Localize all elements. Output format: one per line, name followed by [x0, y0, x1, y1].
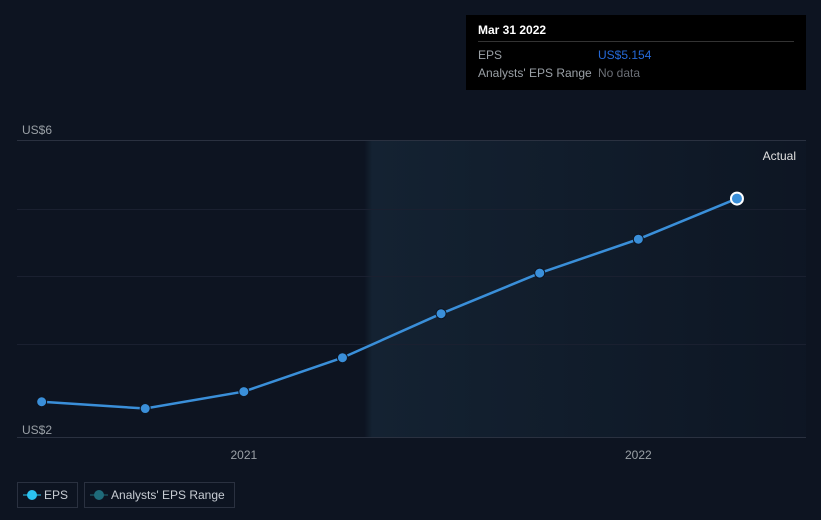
x-tick-label: 2022 — [625, 448, 652, 462]
plot-area[interactable]: Actual — [17, 140, 806, 438]
tooltip-label: EPS — [478, 48, 598, 62]
legend-label: EPS — [44, 488, 68, 502]
line-chart-svg — [17, 141, 806, 437]
circle-icon — [27, 490, 37, 500]
x-tick-label: 2021 — [230, 448, 257, 462]
circle-icon — [94, 490, 104, 500]
tooltip-value: US$5.154 — [598, 48, 651, 62]
tooltip-value: No data — [598, 66, 640, 80]
legend-item-eps[interactable]: EPS — [17, 482, 78, 508]
legend-item-range[interactable]: Analysts' EPS Range — [84, 482, 235, 508]
eps-chart: Mar 31 2022 EPS US$5.154 Analysts' EPS R… — [0, 0, 821, 520]
tooltip: Mar 31 2022 EPS US$5.154 Analysts' EPS R… — [466, 15, 806, 90]
tooltip-label: Analysts' EPS Range — [478, 66, 598, 80]
tooltip-row-range: Analysts' EPS Range No data — [478, 64, 794, 82]
legend: EPS Analysts' EPS Range — [17, 482, 235, 508]
legend-label: Analysts' EPS Range — [111, 488, 225, 502]
tooltip-date: Mar 31 2022 — [478, 23, 794, 42]
y-tick-label: US$6 — [22, 123, 52, 137]
tooltip-row-eps: EPS US$5.154 — [478, 46, 794, 64]
